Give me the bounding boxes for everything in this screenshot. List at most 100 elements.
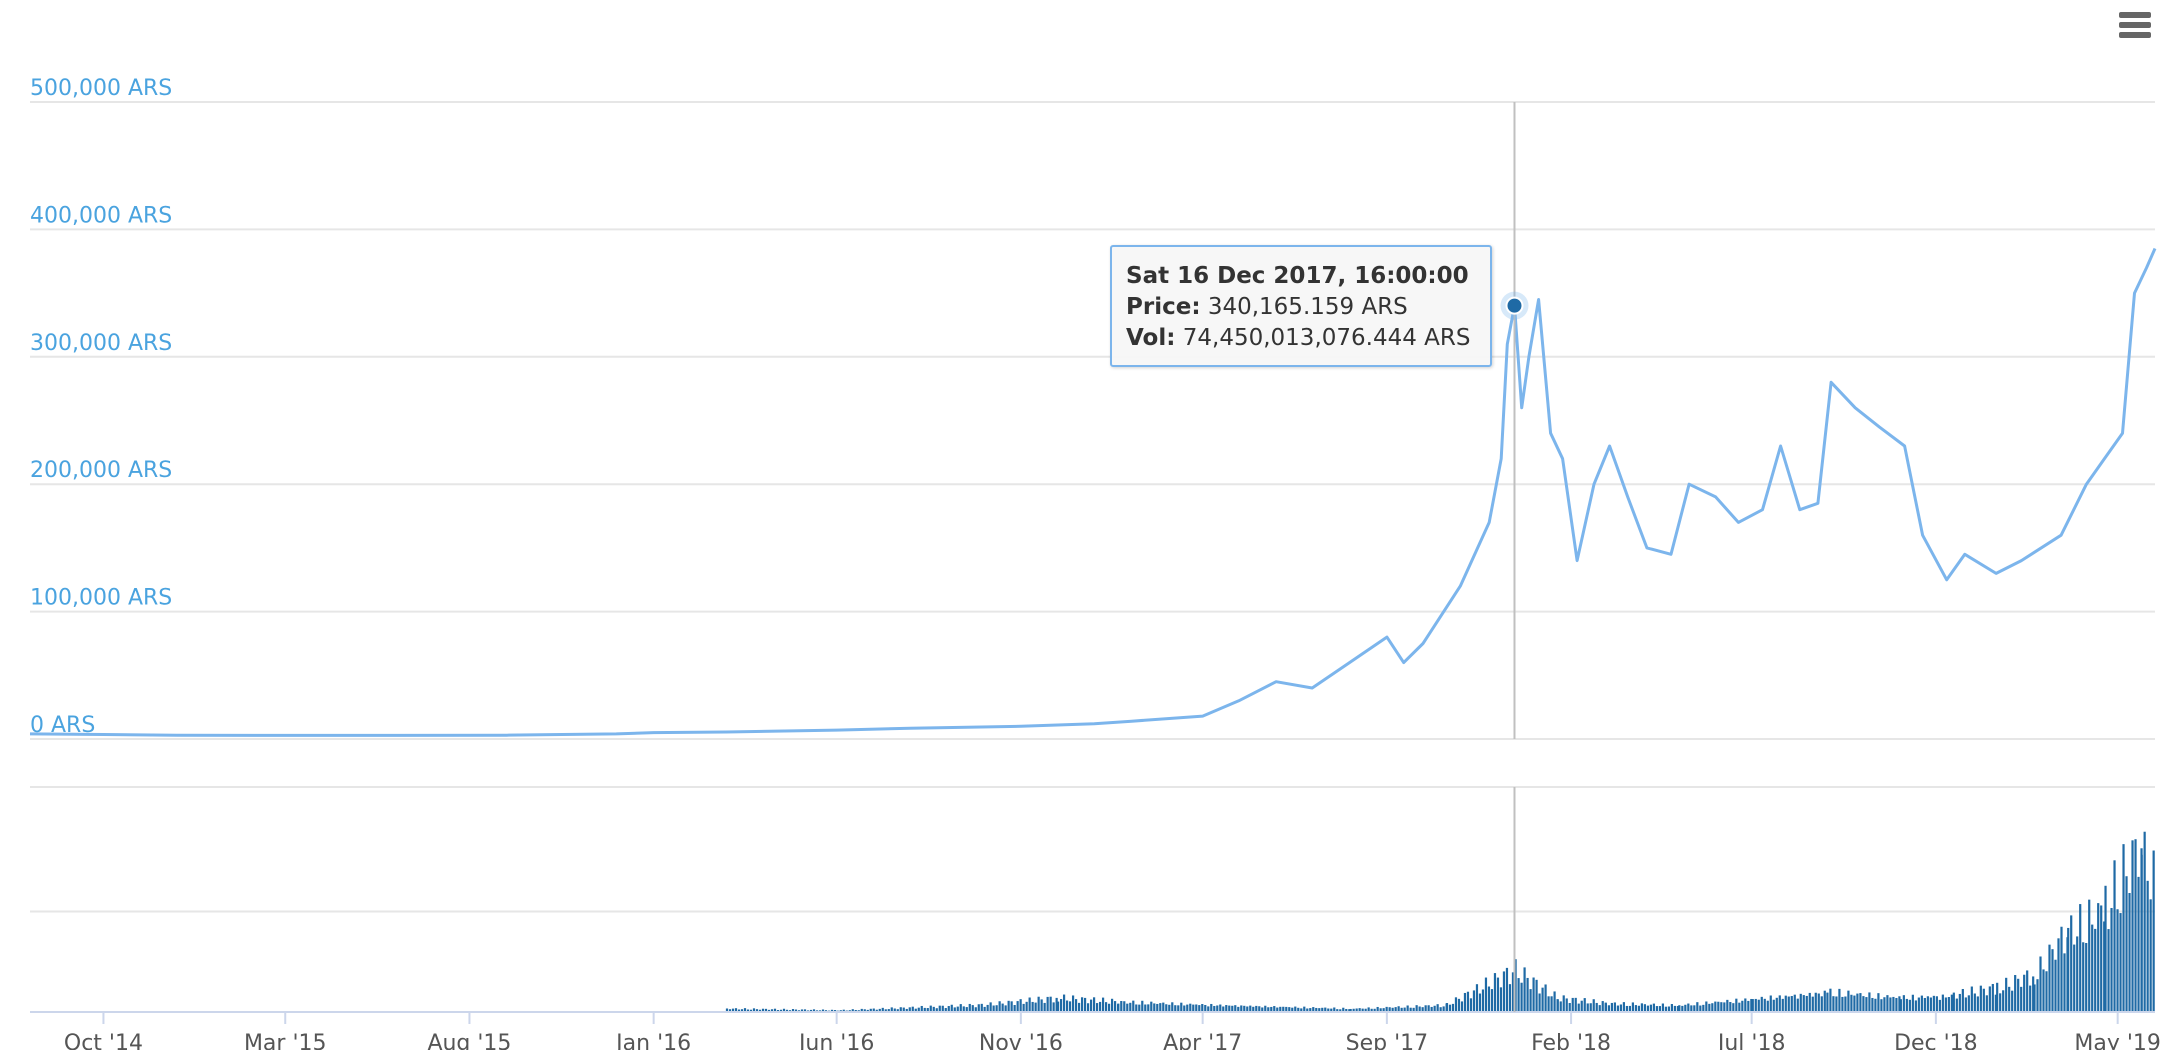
x-tick-label: Aug '15 [427, 1031, 511, 1050]
volume-bar [1835, 996, 1838, 1012]
grid-lines [30, 101, 2155, 913]
crosshair [1500, 102, 1529, 1012]
volume-bar [1117, 1003, 1120, 1012]
volume-bar [1318, 1008, 1321, 1012]
volume-bar [794, 1009, 798, 1012]
volume-bar [1805, 995, 1808, 1012]
volume-bar [1970, 986, 1973, 1012]
volume-bar [752, 1008, 756, 1012]
volume-bar [938, 1005, 941, 1012]
volume-bar [1448, 1004, 1452, 1012]
x-tick-label: Nov '16 [979, 1031, 1063, 1050]
volume-bar [980, 1003, 983, 1012]
volume-bar [1086, 1003, 1090, 1012]
volume-bar [1490, 989, 1494, 1012]
volume-bar [1823, 990, 1826, 1012]
volume-bar [1180, 1002, 1183, 1012]
volume-bar [1129, 1002, 1132, 1012]
volume-bar [791, 1009, 795, 1012]
volume-bar [1598, 1005, 1601, 1012]
volume-bar [860, 1008, 863, 1012]
volume-bar [1427, 1005, 1430, 1012]
tooltip: Sat 16 Dec 2017, 16:00:00 Price: 340,165… [1110, 245, 1492, 367]
volume-bar [800, 1009, 804, 1012]
volume-bar [962, 1006, 965, 1012]
volume-bar [1068, 1001, 1072, 1012]
volume-bar [1811, 996, 1814, 1012]
volume-bar [1469, 998, 1473, 1012]
tooltip-price-label: Price: [1126, 294, 1201, 320]
volume-bar [1463, 992, 1467, 1012]
hamburger-menu-icon[interactable] [2111, 6, 2159, 46]
volume-bar [1607, 1005, 1610, 1012]
volume-bar [1514, 959, 1517, 1012]
volume-bar [950, 1004, 953, 1012]
volume-bar [1947, 997, 1950, 1012]
volume-bar [1062, 994, 1066, 1012]
volume-bar [1177, 1005, 1180, 1012]
volume-bar [773, 1008, 777, 1012]
volume-bar [803, 1009, 807, 1012]
volume-bar [1156, 1003, 1159, 1012]
volume-bar [923, 1007, 926, 1012]
y-tick-label: 400,000 ARS [30, 203, 172, 228]
volume-bar [1204, 1004, 1207, 1012]
x-tick-label: Jan '16 [614, 1031, 691, 1050]
volume-bar [1754, 998, 1757, 1012]
volume-bar [914, 1008, 917, 1012]
volume-bar [881, 1007, 884, 1012]
volume-bar [1964, 997, 1967, 1012]
volume-bar [1938, 999, 1941, 1012]
volume-bar [737, 1009, 741, 1012]
volume-bar [1917, 997, 1920, 1012]
volume-bar [1168, 1004, 1171, 1012]
volume-bar [1466, 991, 1470, 1012]
volume-bar [854, 1009, 857, 1012]
volume-bar [1499, 987, 1503, 1012]
volume-bar [1361, 1008, 1364, 1012]
volume-bar [749, 1009, 753, 1012]
volume-bar [956, 1006, 959, 1012]
volume-bar [2113, 860, 2116, 1012]
volume-bar [1126, 1003, 1129, 1012]
volume-bar [2045, 971, 2048, 1012]
volume-bar [2152, 850, 2155, 1012]
volume-bar [1123, 1001, 1126, 1012]
volume-bar [1763, 998, 1766, 1012]
volume-bar [1658, 1006, 1661, 1012]
volume-bar [1523, 967, 1526, 1012]
volume-bar [995, 1005, 998, 1012]
volume-bar [1478, 993, 1482, 1012]
volume-bar [1580, 1000, 1583, 1012]
volume-bar [1267, 1007, 1270, 1012]
volume-bar [1556, 999, 1559, 1012]
volume-bar [2017, 978, 2020, 1012]
volume-bar [1988, 986, 1991, 1012]
volume-bar [1841, 996, 1844, 1012]
volume-bar [2014, 975, 2017, 1012]
tooltip-vol-label: Vol: [1126, 325, 1176, 351]
volume-bar [1541, 987, 1544, 1012]
volume-bar [1333, 1007, 1336, 1012]
volume-bar [767, 1009, 771, 1012]
volume-bar [1760, 996, 1763, 1012]
price-line-series [29, 247, 2157, 737]
volume-bar [1077, 1002, 1081, 1012]
volume-bar [1153, 1003, 1156, 1012]
volume-bar [1914, 1000, 1917, 1012]
volume-bar [2088, 899, 2091, 1012]
volume-bar [905, 1008, 908, 1012]
volume-bar [1676, 1006, 1679, 1012]
volume-bar [1424, 1005, 1427, 1012]
volume-bar [1234, 1005, 1237, 1012]
volume-bar [1043, 1002, 1046, 1012]
volume-bar [1439, 1007, 1442, 1012]
volume-bar [1982, 988, 1985, 1012]
volume-bar [758, 1009, 762, 1012]
volume-bar [1135, 1004, 1138, 1012]
volume-bar [1391, 1007, 1394, 1012]
volume-bar [1655, 1006, 1658, 1012]
price-line [29, 247, 2157, 737]
volume-bar [1868, 992, 1871, 1012]
